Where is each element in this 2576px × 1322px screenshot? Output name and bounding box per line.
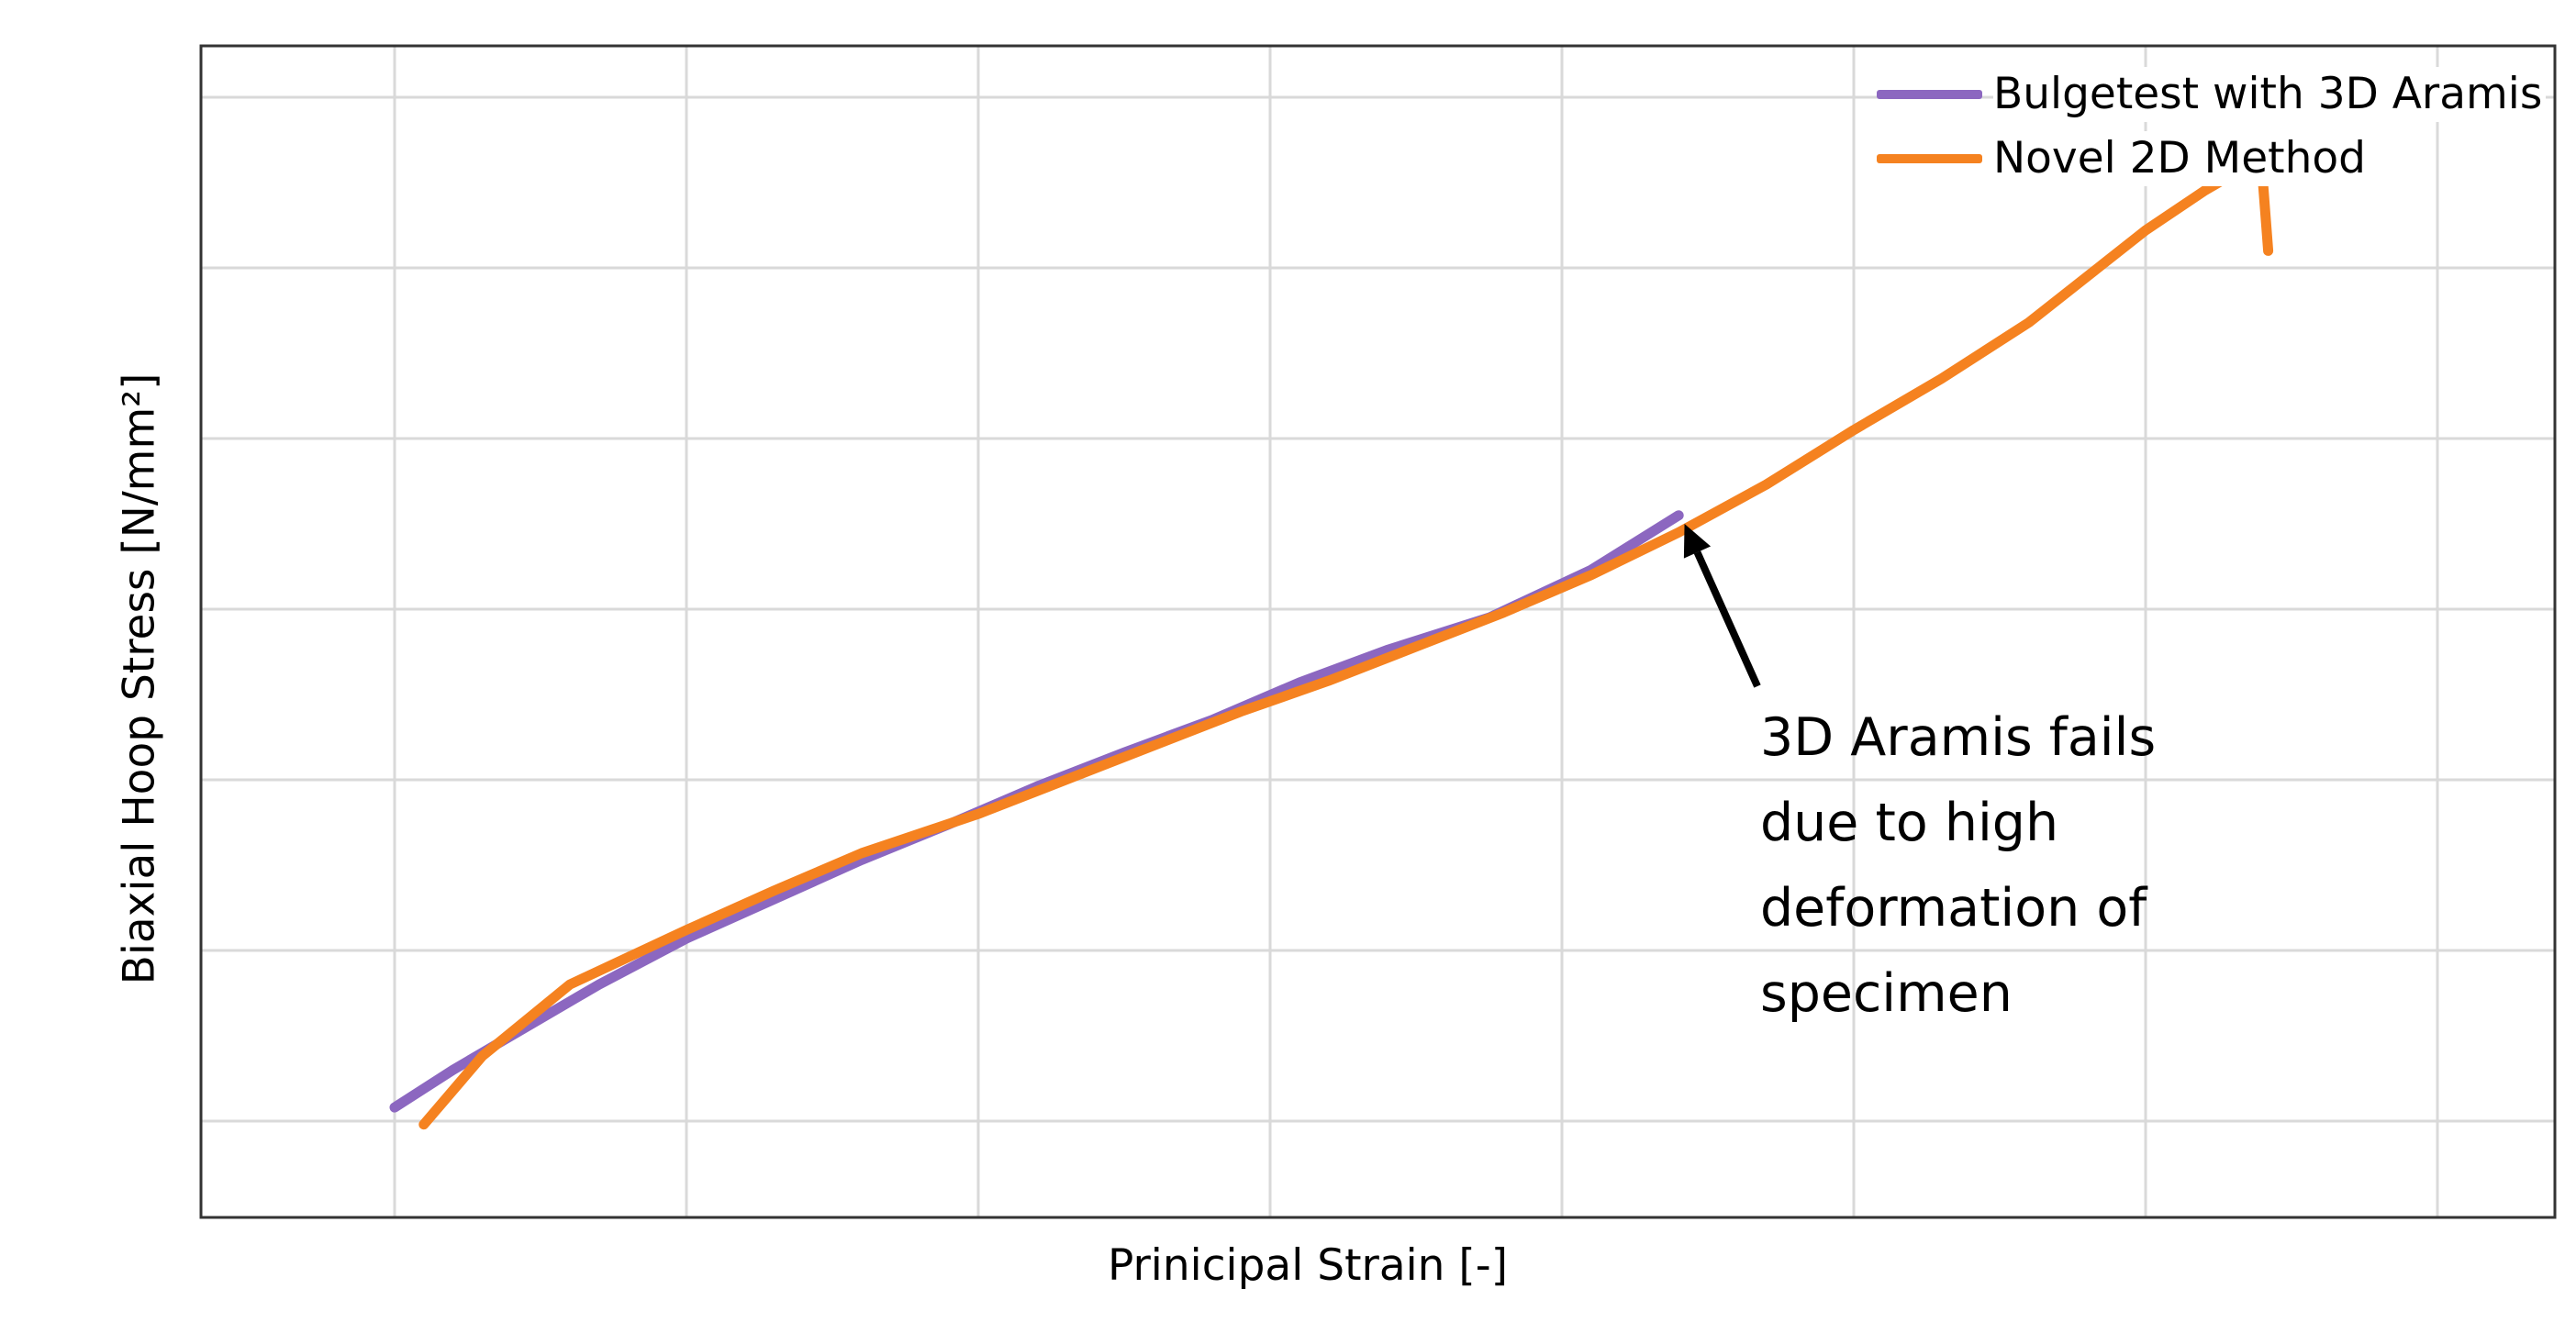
series-line-1 <box>418 169 2274 1130</box>
legend-swatch-aramis <box>1877 90 1982 99</box>
plot-frame <box>199 44 2557 1219</box>
legend-label-2d: Novel 2D Method <box>1993 131 2370 186</box>
x-axis-label: Prinicipal Strain [-] <box>1107 1240 1509 1291</box>
legend: Bulgetest with 3D Aramis Novel 2D Method <box>1877 62 2547 191</box>
annotation-line: deformation of <box>1760 878 2147 939</box>
annotation-line: specimen <box>1760 963 2013 1024</box>
annotation-arrow <box>1683 524 1761 688</box>
legend-swatch-2d <box>1877 154 1982 163</box>
legend-label-aramis: Bulgetest with 3D Aramis <box>1993 67 2547 122</box>
annotation-text: 3D Aramis fails due to high deformation … <box>1760 695 2156 1037</box>
annotation-arrow-shaft <box>1693 550 1761 688</box>
grid <box>201 46 2555 1217</box>
legend-item-2d: Novel 2D Method <box>1877 127 2546 191</box>
legend-item-aramis: Bulgetest with 3D Aramis <box>1877 62 2547 127</box>
series-group <box>389 169 2274 1130</box>
annotation-line: 3D Aramis fails <box>1760 707 2157 768</box>
series-line-0 <box>389 510 1684 1113</box>
y-axis-label: Biaxial Hoop Stress [N/mm²] <box>114 372 165 985</box>
annotation-line: due to high <box>1760 793 2059 853</box>
annotation-arrow-head <box>1683 524 1712 559</box>
